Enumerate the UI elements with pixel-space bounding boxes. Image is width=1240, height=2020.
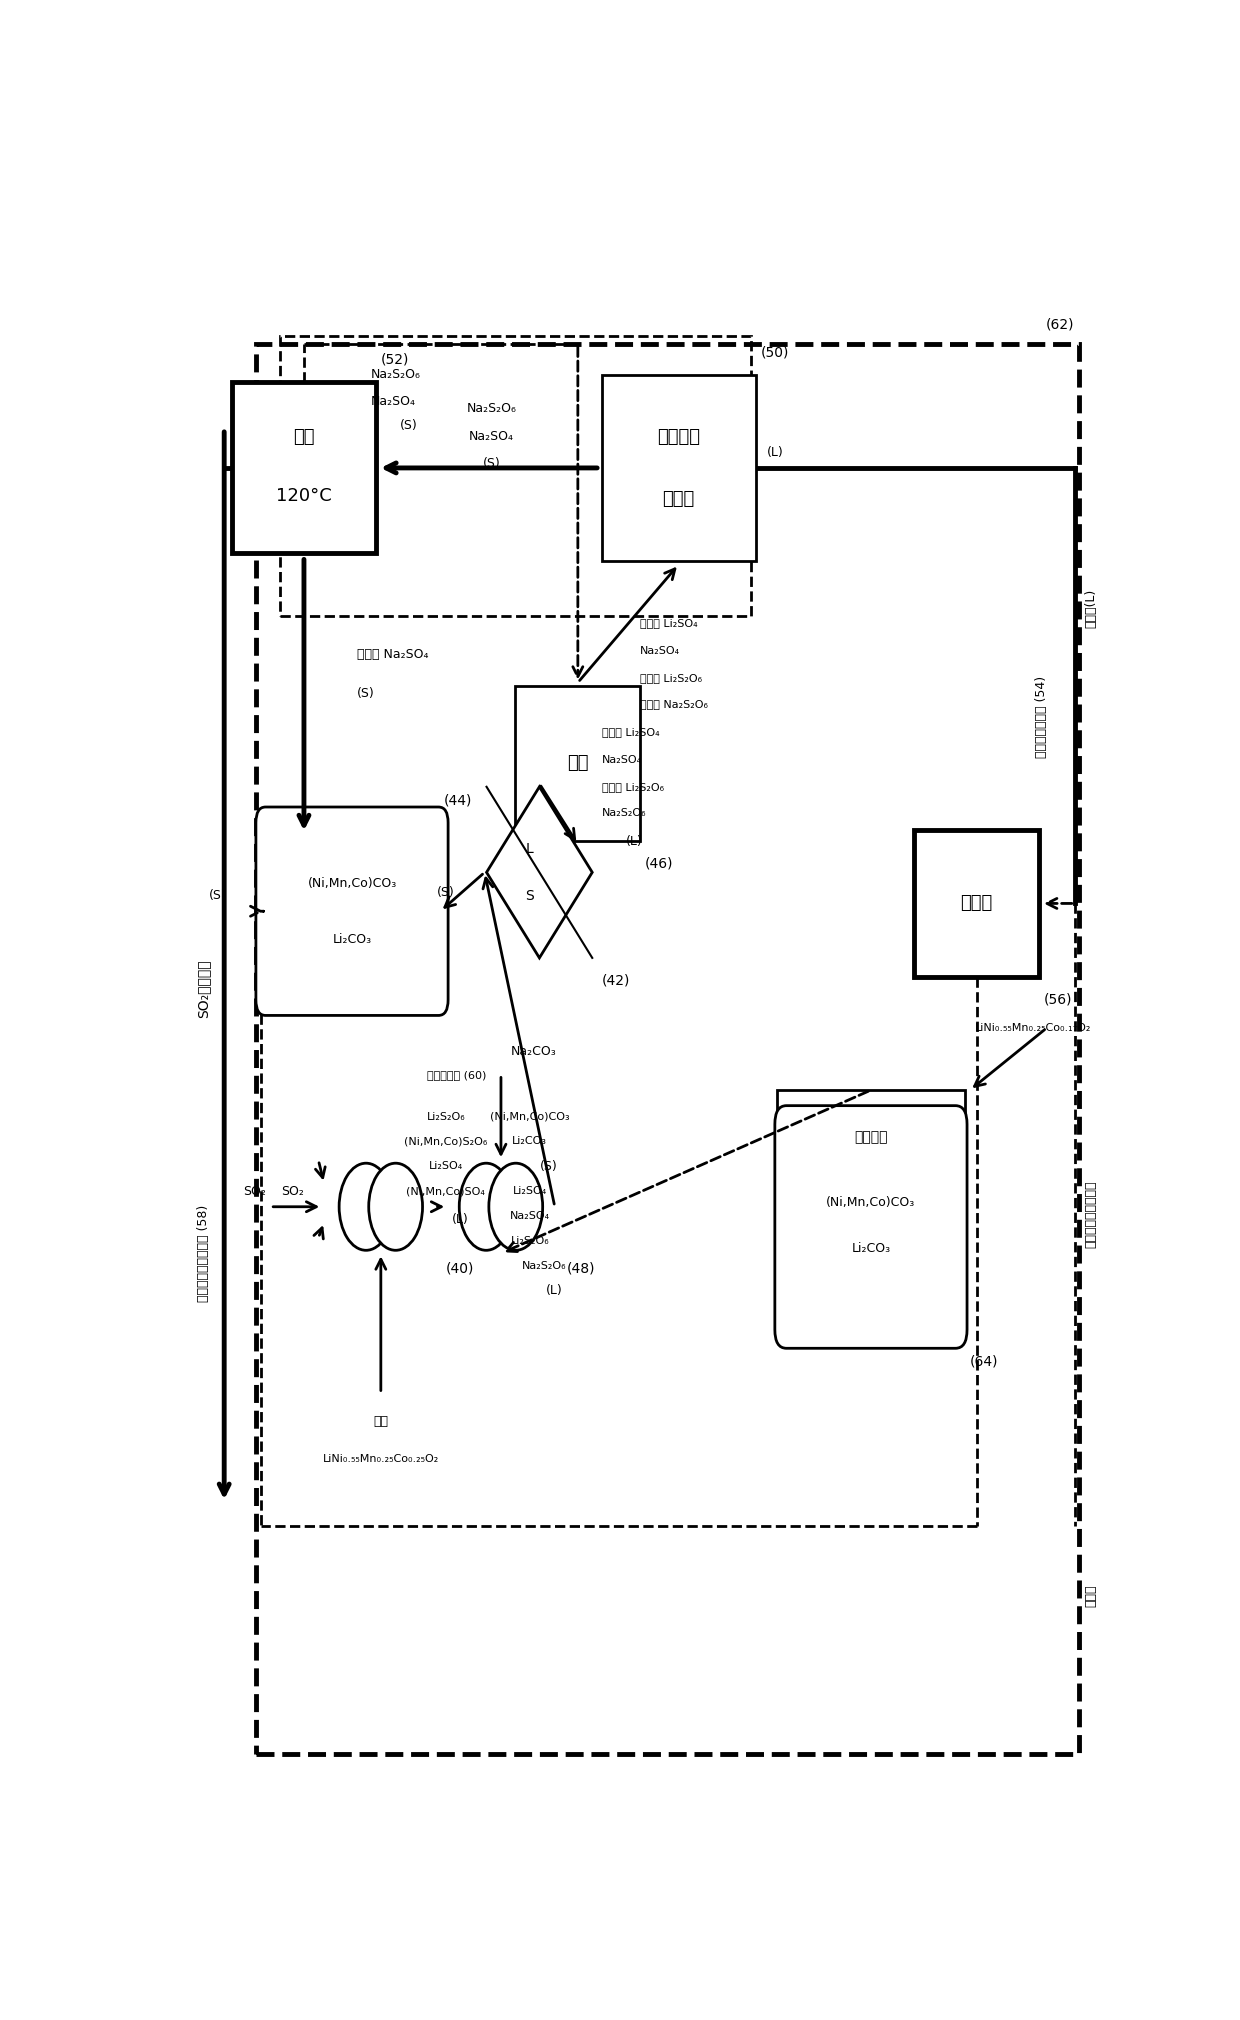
Text: (50): (50)	[760, 345, 789, 360]
Text: SO₂: SO₂	[281, 1184, 304, 1198]
Text: Li₂CO₃: Li₂CO₃	[852, 1242, 890, 1254]
Circle shape	[339, 1164, 393, 1250]
Text: 剩余的 Na₂S₂O₆: 剩余的 Na₂S₂O₆	[640, 699, 708, 709]
Bar	[516, 685, 640, 840]
Text: Na₂S₂O₆: Na₂S₂O₆	[371, 368, 422, 382]
Bar	[776, 1091, 965, 1339]
Text: 结晶: 结晶	[567, 753, 589, 772]
Text: Li₂S₂O₆: Li₂S₂O₆	[511, 1236, 549, 1246]
Text: Li₂CO₃: Li₂CO₃	[332, 933, 372, 945]
Text: (62): (62)	[1047, 317, 1075, 331]
Circle shape	[489, 1164, 543, 1250]
Text: (S): (S)	[210, 889, 227, 903]
Text: LiNi₀.₅₅Mn₀.₂₅Co₀.₂₅O₂: LiNi₀.₅₅Mn₀.₂₅Co₀.₂₅O₂	[322, 1454, 439, 1464]
Text: SO₂回到浸提: SO₂回到浸提	[196, 960, 210, 1018]
Circle shape	[459, 1164, 513, 1250]
Text: 纳滤器: 纳滤器	[961, 895, 993, 913]
Text: 加热: 加热	[293, 428, 315, 446]
Text: (Ni,Mn,Co)CO₃: (Ni,Mn,Co)CO₃	[308, 877, 397, 889]
Text: (S): (S)	[357, 687, 374, 701]
Text: 水和锂回收回路 (54): 水和锂回收回路 (54)	[1034, 677, 1048, 758]
Text: 高纯度 Na₂SO₄: 高纯度 Na₂SO₄	[357, 648, 428, 661]
Text: 过滤器: 过滤器	[662, 491, 694, 509]
Text: Li₂CO₃: Li₂CO₃	[512, 1137, 547, 1147]
Text: (Ni,Mn,Co)SO₄: (Ni,Mn,Co)SO₄	[407, 1186, 485, 1196]
Text: 再循环的水用于清洗: 再循环的水用于清洗	[1085, 1182, 1097, 1248]
Text: Na₂SO₄: Na₂SO₄	[601, 755, 642, 766]
Bar	[232, 382, 376, 553]
Circle shape	[368, 1164, 423, 1250]
Text: (44): (44)	[444, 794, 471, 808]
Polygon shape	[486, 786, 593, 957]
Bar	[601, 374, 755, 562]
Text: (40): (40)	[446, 1262, 475, 1277]
FancyBboxPatch shape	[255, 808, 448, 1016]
Text: (52): (52)	[381, 354, 409, 368]
Text: Li₂S₂O₆: Li₂S₂O₆	[427, 1111, 465, 1121]
Text: Na₂S₂O₆: Na₂S₂O₆	[601, 808, 646, 818]
Text: Na₂SO₄: Na₂SO₄	[469, 430, 513, 442]
Bar	[914, 830, 1039, 976]
Text: (56): (56)	[1044, 992, 1073, 1006]
Text: Na₂CO₃: Na₂CO₃	[511, 1044, 557, 1058]
Text: 再循环的水用于清洗 (58): 再循环的水用于清洗 (58)	[197, 1204, 210, 1303]
Text: 废的: 废的	[373, 1414, 388, 1428]
Text: (Ni,Mn,Co)CO₃: (Ni,Mn,Co)CO₃	[826, 1196, 915, 1208]
Text: Li₂SO₄: Li₂SO₄	[429, 1162, 463, 1172]
Text: (Ni,Mn,Co)S₂O₆: (Ni,Mn,Co)S₂O₆	[404, 1137, 487, 1147]
Text: 浓缩物(L): 浓缩物(L)	[1085, 588, 1097, 628]
Text: (L): (L)	[768, 446, 784, 459]
Text: 任选的: 任选的	[1085, 1584, 1097, 1606]
Text: (S): (S)	[401, 420, 418, 432]
Text: (46): (46)	[645, 856, 673, 871]
Text: Na₂S₂O₆: Na₂S₂O₆	[466, 402, 516, 416]
Text: Na₂SO₄: Na₂SO₄	[640, 646, 681, 656]
Text: (S): (S)	[482, 457, 500, 471]
Text: 剩余的 Li₂SO₄: 剩余的 Li₂SO₄	[640, 618, 698, 628]
Text: 120°C: 120°C	[277, 487, 332, 505]
Text: (Ni,Mn,Co)CO₃: (Ni,Mn,Co)CO₃	[490, 1111, 569, 1121]
Text: (48): (48)	[567, 1262, 595, 1277]
Text: (42): (42)	[601, 974, 630, 988]
Text: 剩余的 Li₂S₂O₆: 剩余的 Li₂S₂O₆	[640, 673, 702, 683]
FancyBboxPatch shape	[775, 1105, 967, 1347]
Text: Li₂SO₄: Li₂SO₄	[512, 1186, 547, 1196]
Text: 剩余的 Li₂S₂O₆: 剩余的 Li₂S₂O₆	[601, 782, 663, 792]
Text: (L): (L)	[546, 1285, 562, 1297]
Text: LiNi₀.₅₅Mn₀.₂₅Co₀.₁₇O₂: LiNi₀.₅₅Mn₀.₂₅Co₀.₁₇O₂	[975, 1022, 1091, 1032]
Text: 离心机式: 离心机式	[657, 428, 701, 446]
Text: (64): (64)	[970, 1355, 998, 1368]
Text: L: L	[526, 842, 533, 856]
Text: (L): (L)	[626, 834, 642, 848]
Text: (L): (L)	[451, 1212, 469, 1226]
Text: (S): (S)	[541, 1159, 558, 1174]
Text: S: S	[526, 889, 534, 903]
Text: 废的清洗水 (60): 废的清洗水 (60)	[427, 1069, 486, 1079]
Text: SO₂: SO₂	[243, 1184, 265, 1198]
Text: 电池材料: 电池材料	[854, 1129, 888, 1143]
Text: (S): (S)	[436, 887, 455, 899]
Text: Na₂SO₄: Na₂SO₄	[510, 1212, 549, 1220]
Text: Na₂SO₄: Na₂SO₄	[371, 394, 417, 408]
Text: Na₂S₂O₆: Na₂S₂O₆	[522, 1260, 567, 1271]
Text: 剩余的 Li₂SO₄: 剩余的 Li₂SO₄	[601, 727, 660, 737]
